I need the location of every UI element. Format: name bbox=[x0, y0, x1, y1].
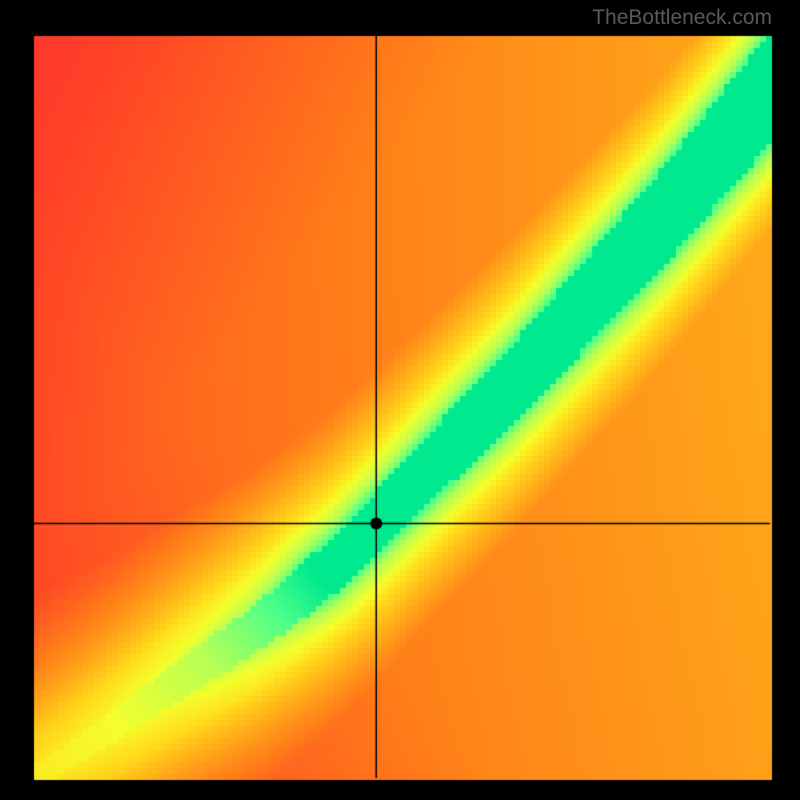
watermark-text: TheBottleneck.com bbox=[592, 6, 772, 30]
chart-container: TheBottleneck.com bbox=[0, 0, 800, 800]
heatmap-canvas bbox=[0, 0, 800, 800]
